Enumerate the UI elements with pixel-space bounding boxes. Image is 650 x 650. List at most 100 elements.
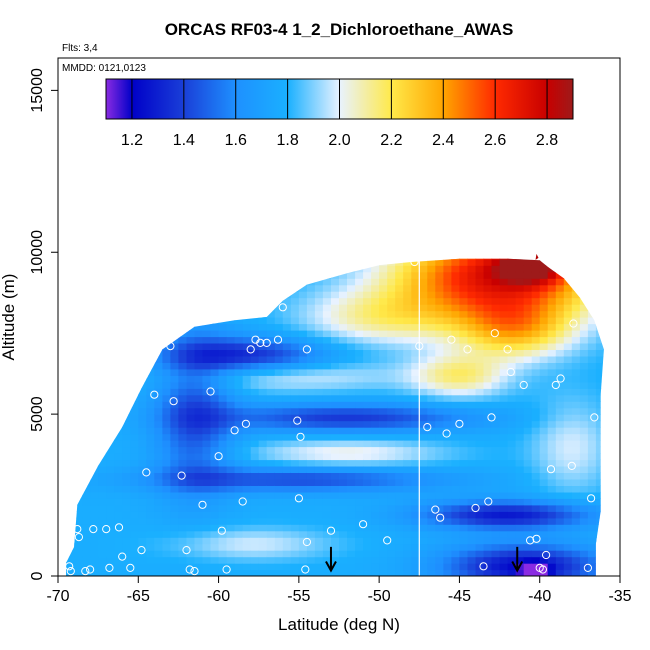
field-cell: [178, 407, 187, 415]
field-cell: [587, 330, 597, 338]
field-cell: [74, 368, 83, 376]
field-cell: [210, 258, 220, 266]
field-cell: [523, 569, 533, 576]
field-cell: [612, 362, 621, 369]
field-cell: [403, 524, 412, 532]
field-cell: [74, 504, 83, 512]
field-cell: [523, 310, 533, 318]
field-cell: [66, 388, 75, 396]
field-cell: [339, 511, 348, 519]
field-cell: [387, 511, 396, 519]
field-cell: [202, 556, 212, 564]
field-cell: [395, 401, 404, 409]
field-cell: [106, 440, 115, 448]
field-cell: [226, 297, 236, 305]
field-cell: [74, 381, 83, 389]
field-cell: [98, 485, 107, 493]
field-cell: [306, 543, 316, 551]
field-cell: [579, 459, 589, 467]
field-cell: [475, 446, 485, 454]
field-cell: [170, 543, 179, 551]
field-cell: [130, 310, 139, 318]
field-cell: [379, 420, 388, 428]
field-cell: [587, 375, 597, 383]
field-cell: [130, 246, 139, 253]
field-cell: [258, 491, 268, 499]
field-cell: [258, 258, 268, 260]
field-cell: [579, 375, 589, 383]
field-cell: [612, 265, 621, 272]
field-cell: [555, 537, 565, 545]
field-cell: [66, 498, 67, 506]
field-cell: [443, 271, 452, 279]
field-cell: [98, 504, 107, 512]
field-cell: [435, 394, 444, 402]
field-cell: [403, 530, 412, 538]
field-cell: [178, 381, 187, 389]
field-cell: [106, 265, 115, 273]
field-cell: [154, 420, 163, 428]
field-cell: [98, 401, 107, 409]
field-cell: [331, 381, 340, 389]
field-cell: [459, 297, 468, 305]
field-cell: [322, 517, 332, 525]
field-cell: [194, 478, 204, 486]
field-cell: [507, 349, 517, 357]
field-cell: [539, 362, 549, 370]
field-cell: [387, 330, 396, 338]
field-cell: [322, 478, 332, 486]
field-cell: [58, 246, 67, 253]
field-cell: [419, 511, 428, 519]
field-cell: [122, 355, 131, 363]
field-cell: [387, 342, 396, 350]
sample-point: [301, 565, 310, 574]
field-cell: [387, 569, 396, 576]
field-cell: [194, 414, 204, 422]
field-cell: [114, 478, 123, 486]
field-cell: [218, 472, 228, 480]
field-cell: [339, 414, 348, 422]
field-cell: [282, 265, 292, 273]
field-cell: [363, 563, 372, 571]
field-cell: [258, 530, 268, 538]
field-cell: [435, 310, 444, 318]
field-cell: [499, 291, 509, 299]
field-cell: [306, 258, 316, 260]
field-cell: [475, 504, 485, 512]
field-cell: [563, 258, 573, 266]
field-cell: [515, 330, 525, 338]
field-cell: [523, 478, 533, 486]
field-cell: [579, 550, 589, 558]
field-cell: [411, 517, 420, 525]
overlay-layer: [65, 253, 609, 576]
field-cell: [515, 427, 525, 435]
field-cell: [234, 388, 244, 396]
field-cell: [290, 355, 300, 363]
field-cell: [587, 394, 597, 402]
field-cell: [459, 271, 468, 279]
field-cell: [210, 420, 220, 428]
field-cell: [82, 563, 91, 571]
field-cell: [379, 258, 388, 260]
sample-point: [137, 546, 146, 555]
field-cell: [331, 440, 340, 448]
field-cell: [298, 375, 308, 383]
field-cell: [515, 310, 525, 318]
field-cell: [90, 368, 99, 376]
field-cell: [226, 556, 236, 564]
field-cell: [403, 342, 412, 350]
field-cell: [162, 246, 171, 253]
field-cell: [266, 453, 276, 461]
field-cell: [547, 433, 557, 441]
field-cell: [66, 258, 67, 260]
field-cell: [274, 407, 284, 415]
field-cell: [122, 297, 131, 305]
field-cell: [122, 543, 131, 551]
field-cell: [162, 511, 171, 519]
field-cell: [250, 336, 260, 344]
field-cell: [499, 550, 509, 558]
field-cell: [122, 459, 131, 467]
field-cell: [604, 434, 613, 441]
field-cell: [475, 284, 485, 292]
field-cell: [202, 342, 212, 350]
